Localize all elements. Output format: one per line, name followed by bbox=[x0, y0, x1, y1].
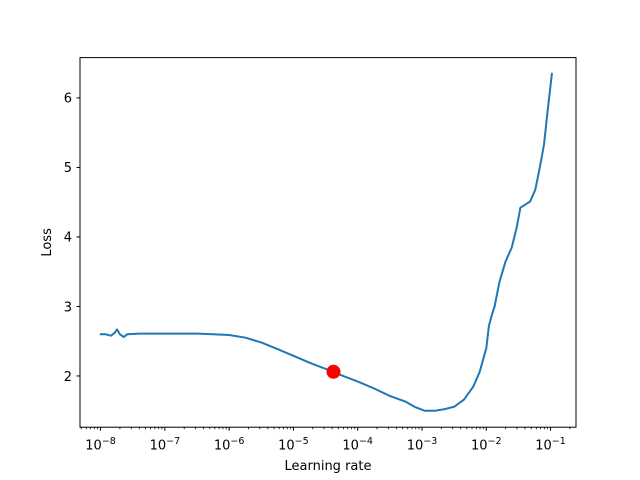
y-tick-label: 2 bbox=[64, 370, 72, 385]
plot-area-border bbox=[79, 57, 577, 428]
x-tick-label: 10−1 bbox=[535, 436, 566, 454]
y-tick-label: 3 bbox=[64, 300, 72, 315]
loss-curve bbox=[99, 72, 553, 412]
y-tick-label: 5 bbox=[64, 161, 72, 176]
x-tick-label: 10−5 bbox=[278, 436, 309, 454]
x-axis-label: Learning rate bbox=[285, 459, 372, 474]
y-ticks bbox=[76, 97, 80, 377]
x-tick-labels: 10−8 10−7 10−6 10−5 10−4 10−3 10−2 10−1 bbox=[85, 436, 566, 454]
x-tick-label: 10−7 bbox=[150, 436, 181, 454]
y-tick-labels: 2 3 4 5 6 bbox=[64, 92, 72, 385]
x-tick-label: 10−4 bbox=[342, 436, 373, 454]
x-major-ticks bbox=[100, 427, 552, 431]
highlighted-lr-marker bbox=[326, 364, 341, 379]
x-tick-label: 10−3 bbox=[407, 436, 438, 454]
y-tick-label: 6 bbox=[64, 92, 72, 107]
x-tick-label: 10−6 bbox=[214, 436, 245, 454]
x-tick-label: 10−2 bbox=[471, 436, 502, 454]
y-axis-label: Loss bbox=[40, 228, 55, 257]
y-tick-label: 4 bbox=[64, 231, 72, 246]
x-tick-label: 10−8 bbox=[85, 436, 116, 454]
